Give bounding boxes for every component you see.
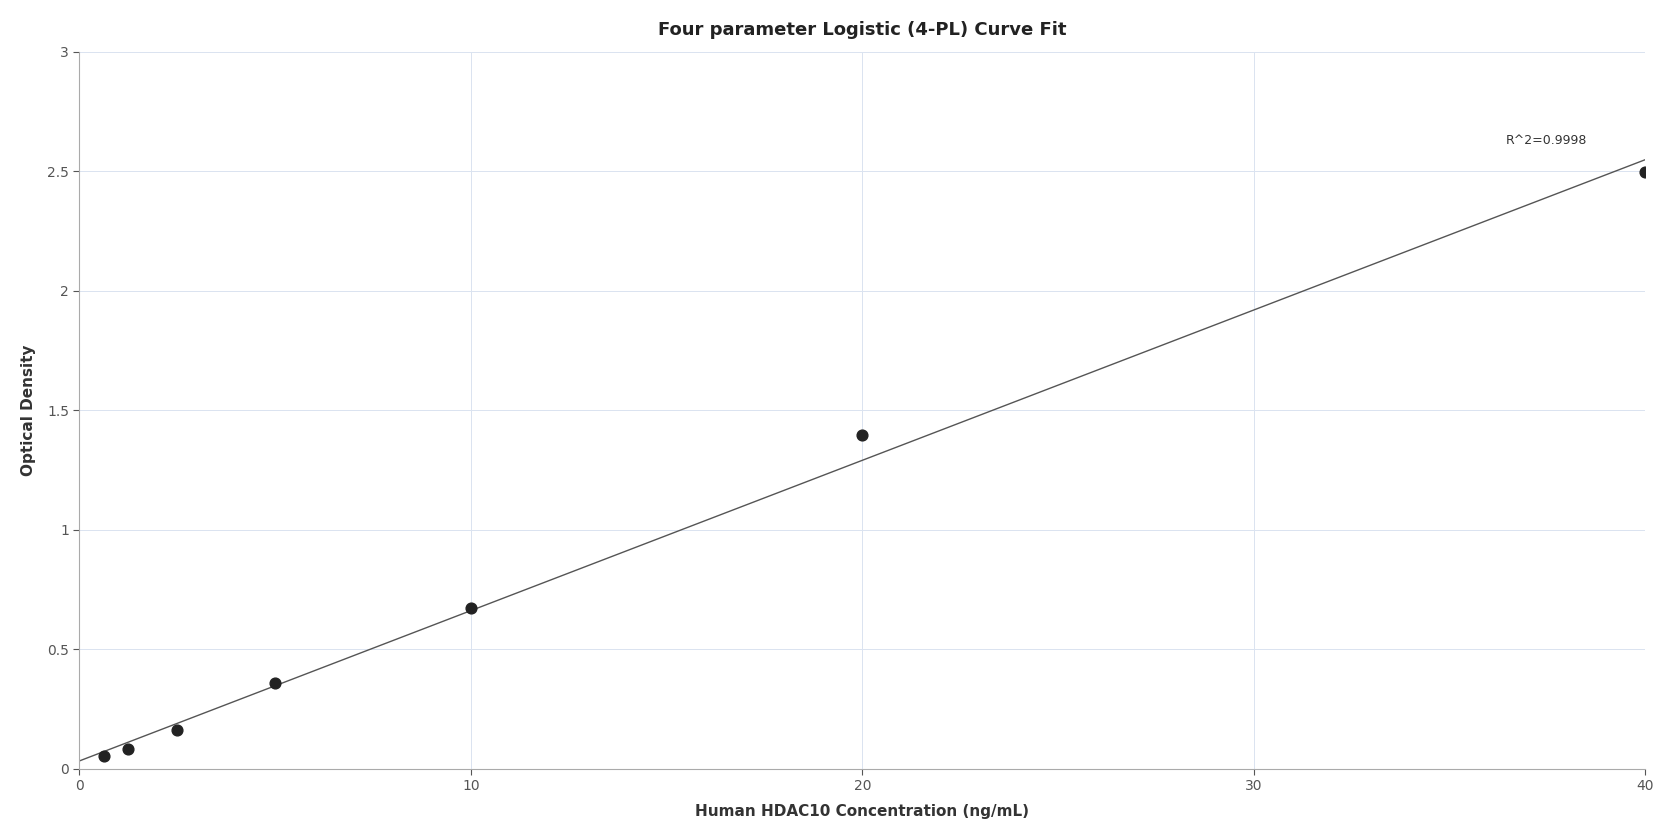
Point: [90, 749, 117, 763]
Point: [261, 676, 288, 690]
Point: [457, 601, 484, 615]
Title: Four parameter Logistic (4-PL) Curve Fit: Four parameter Logistic (4-PL) Curve Fit: [658, 21, 1067, 39]
Point: [849, 428, 876, 442]
Point: [1631, 165, 1658, 179]
Y-axis label: Optical Density: Optical Density: [20, 344, 35, 475]
Text: R^2=0.9998: R^2=0.9998: [1506, 134, 1586, 147]
X-axis label: Human HDAC10 Concentration (ng/mL): Human HDAC10 Concentration (ng/mL): [695, 804, 1030, 819]
Point: [164, 723, 191, 737]
Point: [116, 742, 142, 755]
